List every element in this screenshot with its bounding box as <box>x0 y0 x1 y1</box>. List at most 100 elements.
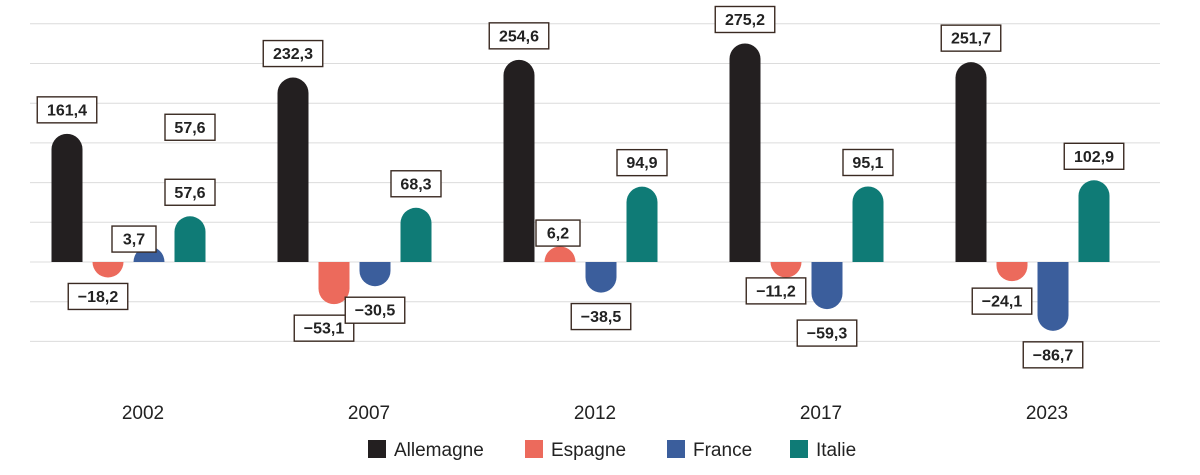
bar-allemagne-2017 <box>729 43 761 262</box>
bar-espagne-2017 <box>770 262 802 278</box>
data-label-espagne-2023: −24,1 <box>971 287 1033 315</box>
bar-espagne-2012 <box>544 246 576 262</box>
data-label-france-2012-text: −38,5 <box>581 309 622 326</box>
data-label-france-2007: −30,5 <box>344 296 406 324</box>
data-label-espagne-2002-box <box>67 282 129 311</box>
data-label-france-2023-box <box>1022 341 1084 369</box>
data-label-italie-2007-text: 68,3 <box>400 176 431 193</box>
data-label-italie-2012-text: 94,9 <box>626 155 657 172</box>
legend-swatch-france <box>667 440 685 458</box>
data-label-france-2002-box <box>111 225 157 253</box>
legend-swatch-espagne <box>525 440 543 458</box>
data-label-france-2007-text: −30,5 <box>355 303 396 320</box>
bar-allemagne-2007 <box>277 77 309 262</box>
data-label-espagne-2002: −18,2 <box>67 282 129 311</box>
legend-label-espagne: Espagne <box>551 440 626 461</box>
data-label-allemagne-2012-text: 254,6 <box>499 28 539 45</box>
data-label-italie-2012: 94,9 <box>616 148 668 177</box>
data-label-italie-2002: 57,6 <box>164 178 216 206</box>
data-label-allemagne-2023-box <box>940 24 1002 52</box>
category-label-2007: 2007 <box>348 403 390 424</box>
data-labels: 161,4 232,3 254,6 275,2 251,7 −18,2 −53,1 6,2 −1… <box>36 5 1125 369</box>
legend-label-italie: Italie <box>816 440 856 461</box>
bar-italie-2023 <box>1078 180 1110 262</box>
data-label-espagne-2012-box <box>535 219 581 247</box>
data-label-italie-2017-text: 95,1 <box>852 155 883 172</box>
bar-espagne-2002 <box>92 262 124 278</box>
category-label-2012: 2012 <box>574 403 616 424</box>
data-label-france-2023: −86,7 <box>1022 341 1084 369</box>
legend-swatch-allemagne <box>368 440 386 458</box>
data-label-france-2002-text: 3,7 <box>123 232 145 249</box>
data-label-italie-2007-box <box>390 170 442 198</box>
category-label-2017: 2017 <box>800 403 842 424</box>
data-label-espagne-2023-box <box>971 287 1033 315</box>
data-label-allemagne-2023: 251,7 <box>940 24 1002 52</box>
bar-allemagne-2002 <box>51 133 83 262</box>
data-label-allemagne-2002: 161,4 <box>36 96 98 124</box>
data-label-allemagne-2017-text: 275,2 <box>725 12 765 29</box>
data-label-italie-2002-box <box>164 178 216 206</box>
extra-data-label-italie-2002: 57,6 <box>164 113 216 141</box>
bar-italie-2017 <box>852 186 884 262</box>
bar-allemagne-2012 <box>503 59 535 263</box>
data-label-espagne-2017-text: −11,2 <box>756 283 796 300</box>
data-label-espagne-2017-box <box>745 277 807 305</box>
extra-data-label-italie-2002-text: 57,6 <box>174 120 205 137</box>
bar-italie-2012 <box>626 186 658 262</box>
data-label-espagne-2007-text: −53,1 <box>304 321 345 338</box>
data-label-espagne-2012-text: 6,2 <box>547 226 569 243</box>
data-label-allemagne-2007: 232,3 <box>262 39 324 68</box>
data-label-espagne-2012: 6,2 <box>535 219 581 247</box>
data-label-espagne-2023-text: −24,1 <box>982 294 1023 311</box>
data-label-italie-2017-box <box>842 148 894 177</box>
data-label-espagne-2007-box <box>293 314 355 342</box>
data-label-allemagne-2007-text: 232,3 <box>273 46 313 63</box>
data-label-allemagne-2017: 275,2 <box>714 5 776 34</box>
category-axis-labels: 2002 2007 2012 2017 2023 <box>122 403 1068 424</box>
data-label-italie-2023: 102,9 <box>1063 142 1125 170</box>
bar-france-2007 <box>359 262 391 287</box>
data-label-france-2007-box <box>344 296 406 324</box>
bar-france-2017 <box>811 262 843 310</box>
legend-swatch-italie <box>790 440 808 458</box>
data-label-allemagne-2017-box <box>714 5 776 34</box>
data-label-italie-2012-box <box>616 148 668 177</box>
bar-italie-2002 <box>174 216 206 262</box>
data-label-france-2023-text: −86,7 <box>1033 347 1074 364</box>
data-label-france-2017-box <box>796 319 858 347</box>
data-label-allemagne-2002-box <box>36 96 98 124</box>
data-label-espagne-2002-text: −18,2 <box>78 289 119 306</box>
data-label-italie-2023-box <box>1063 142 1125 170</box>
data-label-france-2017: −59,3 <box>796 319 858 347</box>
data-label-allemagne-2002-text: 161,4 <box>47 102 87 119</box>
bar-italie-2007 <box>400 207 432 262</box>
data-label-italie-2002-text: 57,6 <box>174 185 205 202</box>
data-label-allemagne-2012: 254,6 <box>488 22 550 50</box>
data-label-france-2017-text: −59,3 <box>807 326 848 343</box>
data-label-espagne-2017: −11,2 <box>745 277 807 305</box>
extra-data-label-italie-2002-box <box>164 113 216 141</box>
data-label-allemagne-2023-text: 251,7 <box>951 31 991 48</box>
bar-france-2023 <box>1037 262 1069 331</box>
data-label-italie-2007: 68,3 <box>390 170 442 198</box>
bar-allemagne-2023 <box>955 62 987 262</box>
data-label-france-2002: 3,7 <box>111 225 157 253</box>
data-label-italie-2017: 95,1 <box>842 148 894 177</box>
data-label-espagne-2007: −53,1 <box>293 314 355 342</box>
category-label-2023: 2023 <box>1026 403 1068 424</box>
legend: Allemagne Espagne France Italie <box>368 440 856 461</box>
legend-label-france: France <box>693 440 752 461</box>
gridlines <box>30 23 1160 342</box>
bar-espagne-2007 <box>318 262 350 305</box>
bar-espagne-2023 <box>996 262 1028 282</box>
data-label-italie-2023-text: 102,9 <box>1074 149 1114 166</box>
bar-france-2012 <box>585 262 617 293</box>
category-label-2002: 2002 <box>122 403 164 424</box>
bars <box>51 43 1110 331</box>
data-label-france-2012: −38,5 <box>570 302 632 331</box>
data-label-france-2012-box <box>570 302 632 331</box>
legend-label-allemagne: Allemagne <box>394 440 484 461</box>
data-label-allemagne-2007-box <box>262 39 324 68</box>
